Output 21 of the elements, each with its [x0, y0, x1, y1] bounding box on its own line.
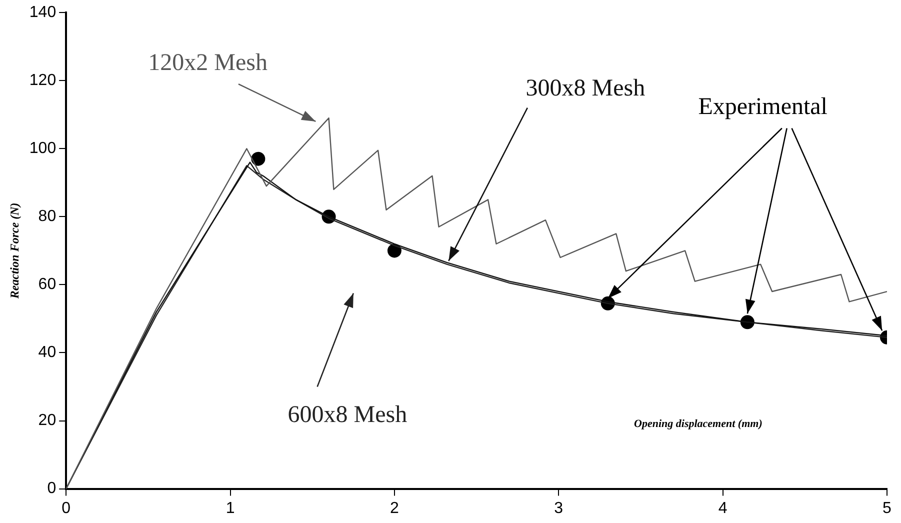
x-tick-label: 1 — [226, 500, 235, 517]
y-tick-label: 40 — [38, 344, 56, 362]
y-tick-label: 20 — [38, 412, 56, 430]
y-tick-label: 100 — [29, 140, 56, 158]
x-axis-title: Opening displacement (mm) — [634, 418, 762, 430]
text: 600x8 Mesh — [288, 402, 408, 428]
x-tick-label: 5 — [882, 500, 892, 517]
x-tick-label: 2 — [390, 500, 400, 517]
text: Experimental — [698, 94, 828, 120]
y-tick-label: 120 — [29, 72, 56, 90]
x-tick-label: 3 — [554, 500, 564, 517]
y-tick-label: 0 — [47, 480, 56, 498]
y-tick-label: 80 — [38, 208, 56, 226]
x-tick-label: 4 — [718, 500, 728, 517]
x-tick-label: 0 — [62, 500, 71, 517]
text: 300x8 Mesh — [526, 75, 646, 102]
text: 120x2 Mesh — [148, 50, 268, 76]
point — [251, 152, 266, 166]
y-tick-label: 60 — [38, 276, 56, 294]
y-axis-title: Reaction Force (N) — [7, 202, 22, 300]
y-tick-label: 140 — [29, 4, 56, 22]
